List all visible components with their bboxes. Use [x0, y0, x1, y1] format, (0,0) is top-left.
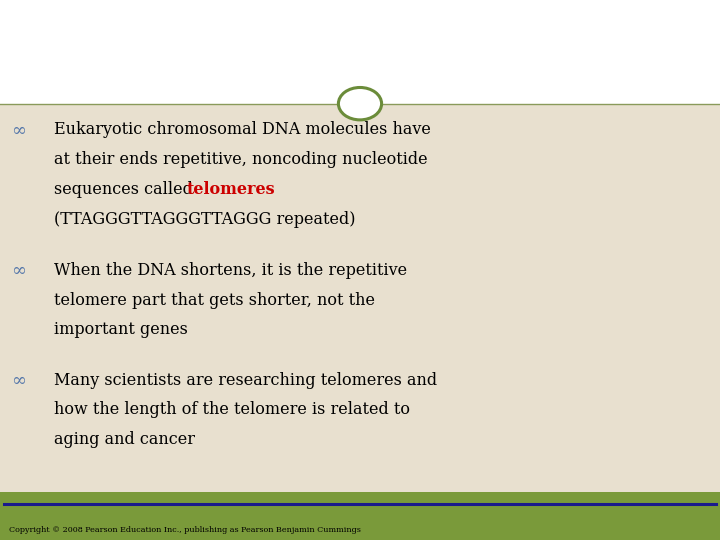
Text: (TTAGGGTTAGGGTTAGGG repeated): (TTAGGGTTAGGGTTAGGG repeated)	[54, 211, 356, 227]
Text: ∞: ∞	[11, 372, 26, 389]
Text: When the DNA shortens, it is the repetitive: When the DNA shortens, it is the repetit…	[54, 262, 407, 279]
Text: ∞: ∞	[11, 122, 26, 139]
Circle shape	[338, 87, 382, 120]
Text: how the length of the telomere is related to: how the length of the telomere is relate…	[54, 401, 410, 418]
Text: aging and cancer: aging and cancer	[54, 431, 195, 448]
Text: telomeres: telomeres	[186, 181, 275, 198]
Bar	[0, 492, 720, 540]
Bar	[0, 104, 720, 540]
Text: important genes: important genes	[54, 321, 188, 338]
Text: ∞: ∞	[11, 262, 26, 280]
Text: at their ends repetitive, noncoding nucleotide: at their ends repetitive, noncoding nucl…	[54, 151, 428, 168]
Text: sequences called: sequences called	[54, 181, 198, 198]
Text: telomere part that gets shorter, not the: telomere part that gets shorter, not the	[54, 292, 375, 308]
Text: Many scientists are researching telomeres and: Many scientists are researching telomere…	[54, 372, 437, 388]
Text: Copyright © 2008 Pearson Education Inc., publishing as Pearson Benjamin Cummings: Copyright © 2008 Pearson Education Inc.,…	[9, 525, 361, 534]
Text: Eukaryotic chromosomal DNA molecules have: Eukaryotic chromosomal DNA molecules hav…	[54, 122, 431, 138]
